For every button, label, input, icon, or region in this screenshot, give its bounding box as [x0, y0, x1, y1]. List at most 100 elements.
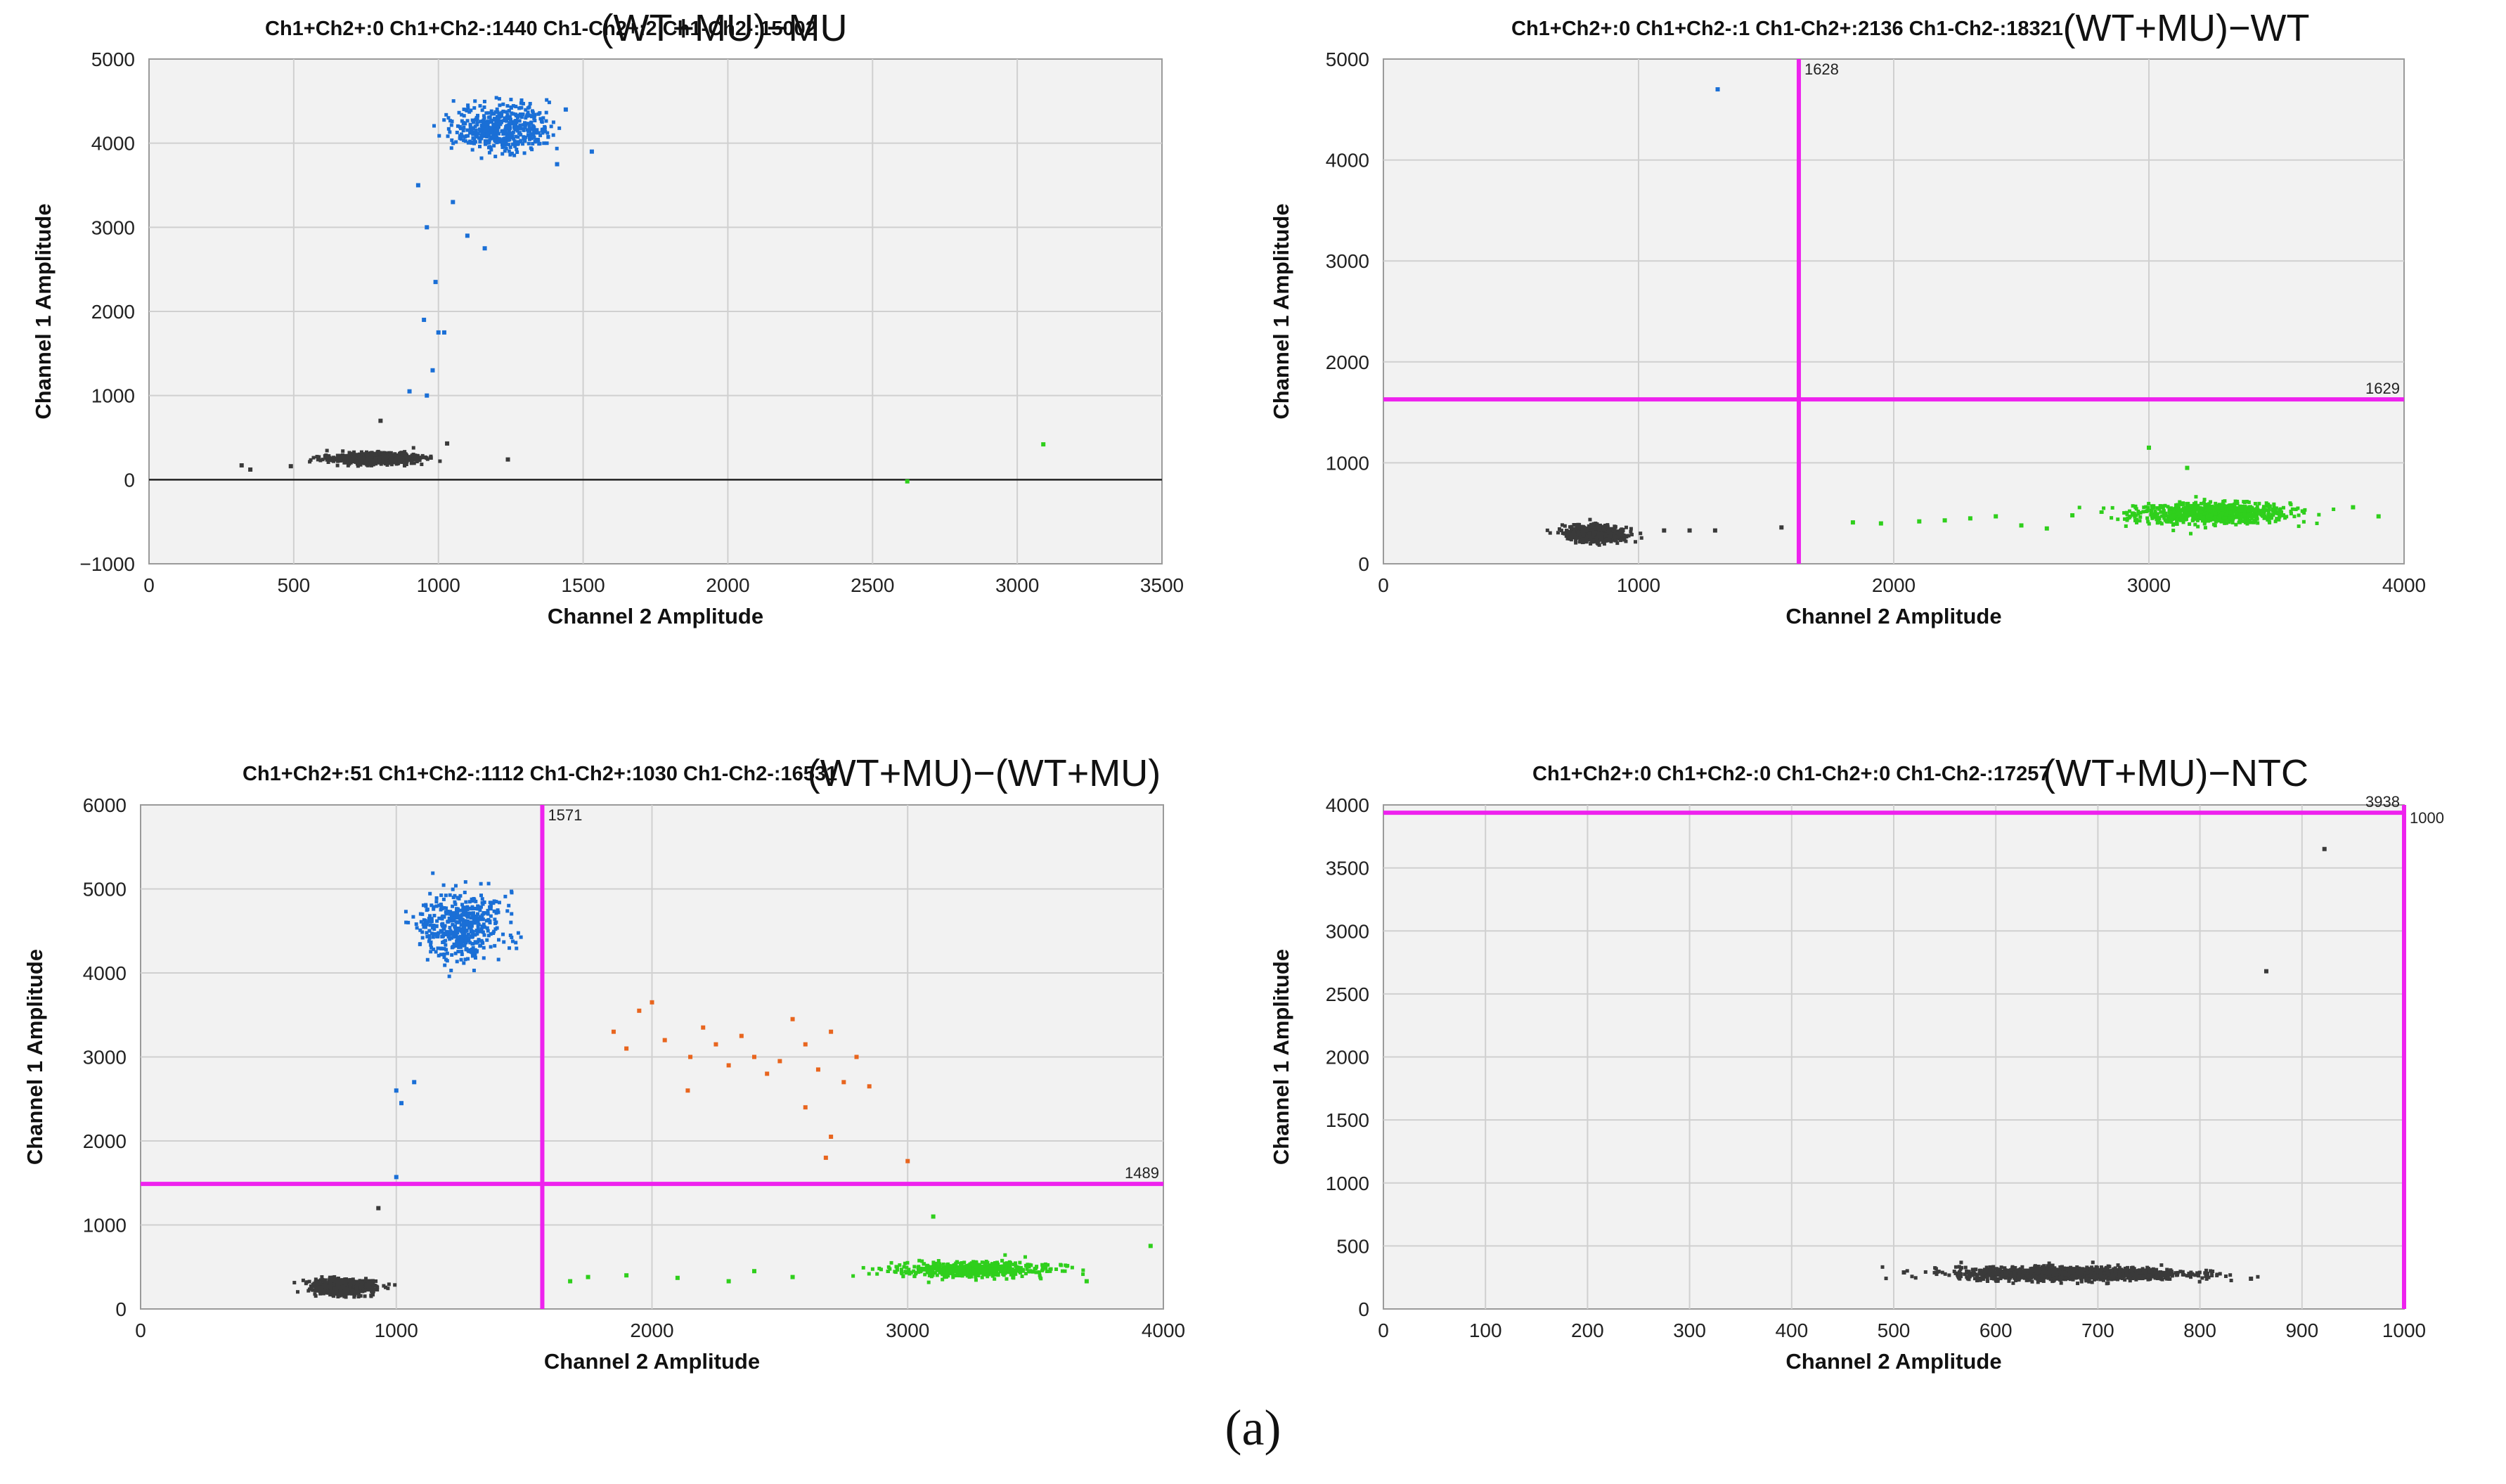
droplet-point: [425, 393, 429, 398]
droplet-point: [2261, 505, 2266, 509]
droplet-point: [1580, 529, 1584, 534]
droplet-point: [978, 1263, 982, 1267]
droplet-point: [529, 127, 533, 131]
droplet-point: [462, 921, 466, 925]
droplet-point: [2223, 515, 2228, 520]
droplet-point: [2216, 510, 2221, 515]
droplet-point: [434, 896, 439, 900]
droplet-point: [992, 1272, 996, 1276]
droplet-point: [531, 125, 536, 129]
droplet-point: [2216, 518, 2220, 522]
droplet-point: [380, 458, 385, 463]
droplet-point: [1586, 526, 1590, 530]
droplet-point: [662, 1038, 667, 1043]
droplet-point: [453, 924, 457, 929]
droplet-point: [1563, 531, 1567, 536]
droplet-point: [2266, 517, 2270, 521]
droplet-point: [461, 935, 465, 939]
droplet-point: [957, 1274, 962, 1278]
x-tick-label: 500: [277, 574, 310, 596]
droplet-point: [2289, 512, 2293, 516]
droplet-point: [448, 119, 452, 123]
droplet-point: [407, 389, 412, 394]
droplet-point: [726, 1063, 731, 1068]
droplet-point: [401, 459, 406, 463]
droplet-point: [2238, 520, 2242, 524]
droplet-point: [2265, 504, 2269, 508]
droplet-point: [421, 903, 425, 908]
droplet-point: [1600, 532, 1604, 536]
droplet-point: [2277, 512, 2281, 516]
droplet-point: [611, 1029, 616, 1034]
droplet-point: [1629, 529, 1633, 534]
droplet-point: [2249, 510, 2253, 515]
droplet-point: [2230, 520, 2235, 524]
droplet-point: [343, 1292, 347, 1296]
droplet-point: [493, 129, 498, 133]
droplet-point: [1580, 525, 1584, 529]
droplet-point: [434, 950, 438, 954]
droplet-point: [2221, 501, 2225, 505]
droplet-point: [1046, 1263, 1050, 1267]
droplet-points: [1545, 87, 2381, 547]
droplet-point: [2262, 510, 2266, 515]
droplet-point: [489, 901, 493, 905]
droplet-point: [437, 931, 441, 935]
droplet-point: [486, 929, 490, 933]
droplet-point: [2219, 519, 2223, 523]
droplet-point: [308, 460, 312, 464]
droplet-point: [493, 131, 497, 135]
droplet-point: [2102, 506, 2106, 510]
droplet-point: [898, 1263, 902, 1267]
droplet-point: [498, 120, 502, 124]
droplet-point: [538, 134, 543, 138]
droplet-point: [970, 1264, 974, 1268]
droplet-point: [2224, 507, 2228, 511]
droplet-point: [489, 945, 493, 949]
droplet-point: [2110, 516, 2114, 520]
droplet-point: [2176, 506, 2180, 510]
droplet-point: [466, 957, 470, 961]
droplet-point: [464, 929, 468, 933]
droplet-point: [1034, 1270, 1038, 1275]
droplet-point: [2261, 512, 2266, 517]
droplet-point: [905, 1260, 910, 1265]
threshold-ch2-label: 1628: [1804, 60, 1839, 78]
droplet-point: [366, 460, 370, 465]
droplet-point: [2166, 514, 2170, 518]
droplet-point: [546, 135, 550, 139]
droplet-point: [364, 1277, 368, 1281]
droplet-point: [330, 1289, 335, 1293]
droplet-point: [314, 1277, 318, 1282]
droplet-point: [461, 939, 465, 943]
droplet-point: [2209, 500, 2213, 504]
droplet-point: [2182, 508, 2186, 512]
droplet-point: [2248, 518, 2252, 522]
droplet-point: [469, 108, 473, 112]
droplet-point: [458, 134, 462, 138]
droplet-point: [968, 1270, 972, 1275]
droplet-point: [1038, 1273, 1042, 1277]
droplet-point: [360, 1284, 364, 1288]
x-tick-label: 2500: [851, 574, 894, 596]
droplet-point: [411, 915, 415, 919]
droplet-point: [440, 934, 444, 938]
droplet-point: [428, 923, 432, 927]
droplet-point: [980, 1266, 984, 1270]
droplet-point: [455, 907, 459, 911]
droplet-point: [399, 458, 403, 463]
droplet-point: [529, 132, 534, 136]
droplet-point: [429, 950, 433, 954]
droplet-point: [434, 900, 439, 904]
droplet-point: [425, 225, 429, 230]
droplet-point: [495, 107, 499, 111]
y-tick-label: 0: [1358, 1298, 1369, 1320]
droplet-point: [429, 943, 433, 947]
droplet-point: [248, 467, 253, 472]
droplet-point: [685, 1088, 690, 1093]
droplet-point: [444, 112, 448, 117]
droplet-point: [2131, 504, 2135, 508]
droplet-point: [315, 455, 319, 459]
droplet-point: [980, 1275, 984, 1279]
droplet-point: [2213, 524, 2217, 528]
